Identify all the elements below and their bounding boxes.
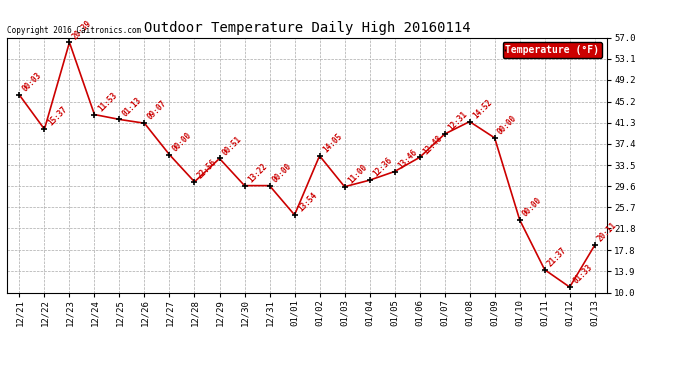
Text: 22:56: 22:56 bbox=[196, 158, 219, 180]
Text: 13:54: 13:54 bbox=[296, 191, 319, 213]
Text: 00:00: 00:00 bbox=[171, 130, 194, 153]
Text: 12:31: 12:31 bbox=[446, 110, 469, 133]
Text: 00:00: 00:00 bbox=[271, 162, 294, 184]
Text: 11:00: 11:00 bbox=[346, 163, 368, 185]
Text: Copyright 2016 Caitronics.com: Copyright 2016 Caitronics.com bbox=[7, 26, 141, 35]
Text: 00:00: 00:00 bbox=[521, 196, 544, 218]
Text: 12:36: 12:36 bbox=[371, 156, 394, 179]
Text: 09:07: 09:07 bbox=[146, 99, 168, 122]
Title: Outdoor Temperature Daily High 20160114: Outdoor Temperature Daily High 20160114 bbox=[144, 21, 471, 35]
Text: 20:39: 20:39 bbox=[71, 18, 94, 41]
Text: 14:05: 14:05 bbox=[321, 132, 344, 154]
Text: 15:37: 15:37 bbox=[46, 105, 68, 128]
Text: 01:33: 01:33 bbox=[571, 263, 594, 286]
Text: 11:53: 11:53 bbox=[96, 90, 119, 113]
Text: 21:37: 21:37 bbox=[546, 246, 569, 268]
Text: 13:22: 13:22 bbox=[246, 162, 268, 184]
Text: 00:51: 00:51 bbox=[221, 134, 244, 157]
Text: 00:00: 00:00 bbox=[496, 114, 519, 136]
Text: 14:52: 14:52 bbox=[471, 98, 494, 120]
Text: 00:03: 00:03 bbox=[21, 71, 43, 94]
Text: 01:13: 01:13 bbox=[121, 95, 144, 118]
Legend: Temperature (°F): Temperature (°F) bbox=[502, 42, 602, 58]
Text: 13:46: 13:46 bbox=[396, 147, 419, 170]
Text: 20:11: 20:11 bbox=[596, 221, 619, 244]
Text: 12:48: 12:48 bbox=[421, 133, 444, 156]
